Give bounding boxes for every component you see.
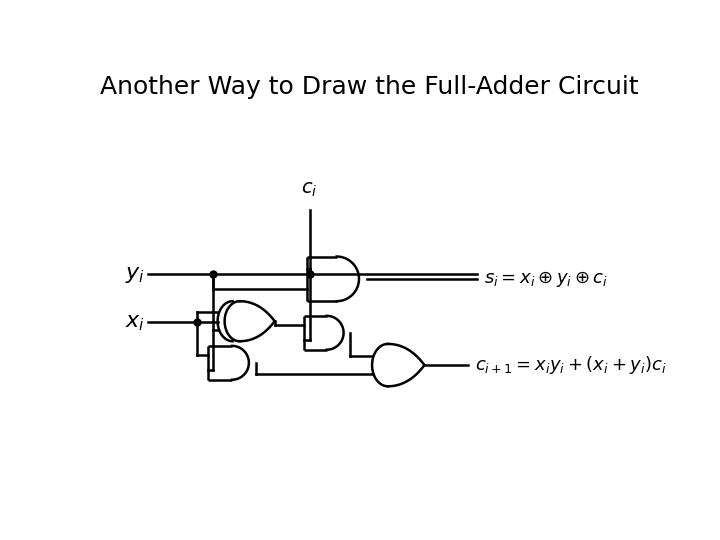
Text: $s_i = x_i \oplus y_i \oplus c_i$: $s_i = x_i \oplus y_i \oplus c_i$ [485, 269, 609, 289]
Text: $x_i$: $x_i$ [125, 311, 145, 333]
Text: Another Way to Draw the Full-Adder Circuit: Another Way to Draw the Full-Adder Circu… [99, 75, 639, 99]
Text: $c_{i+1} = x_i y_i + (x_i + y_i)c_i$: $c_{i+1} = x_i y_i + (x_i + y_i)c_i$ [475, 354, 667, 376]
Text: $c_i$: $c_i$ [302, 180, 318, 199]
Text: $y_i$: $y_i$ [125, 263, 145, 285]
